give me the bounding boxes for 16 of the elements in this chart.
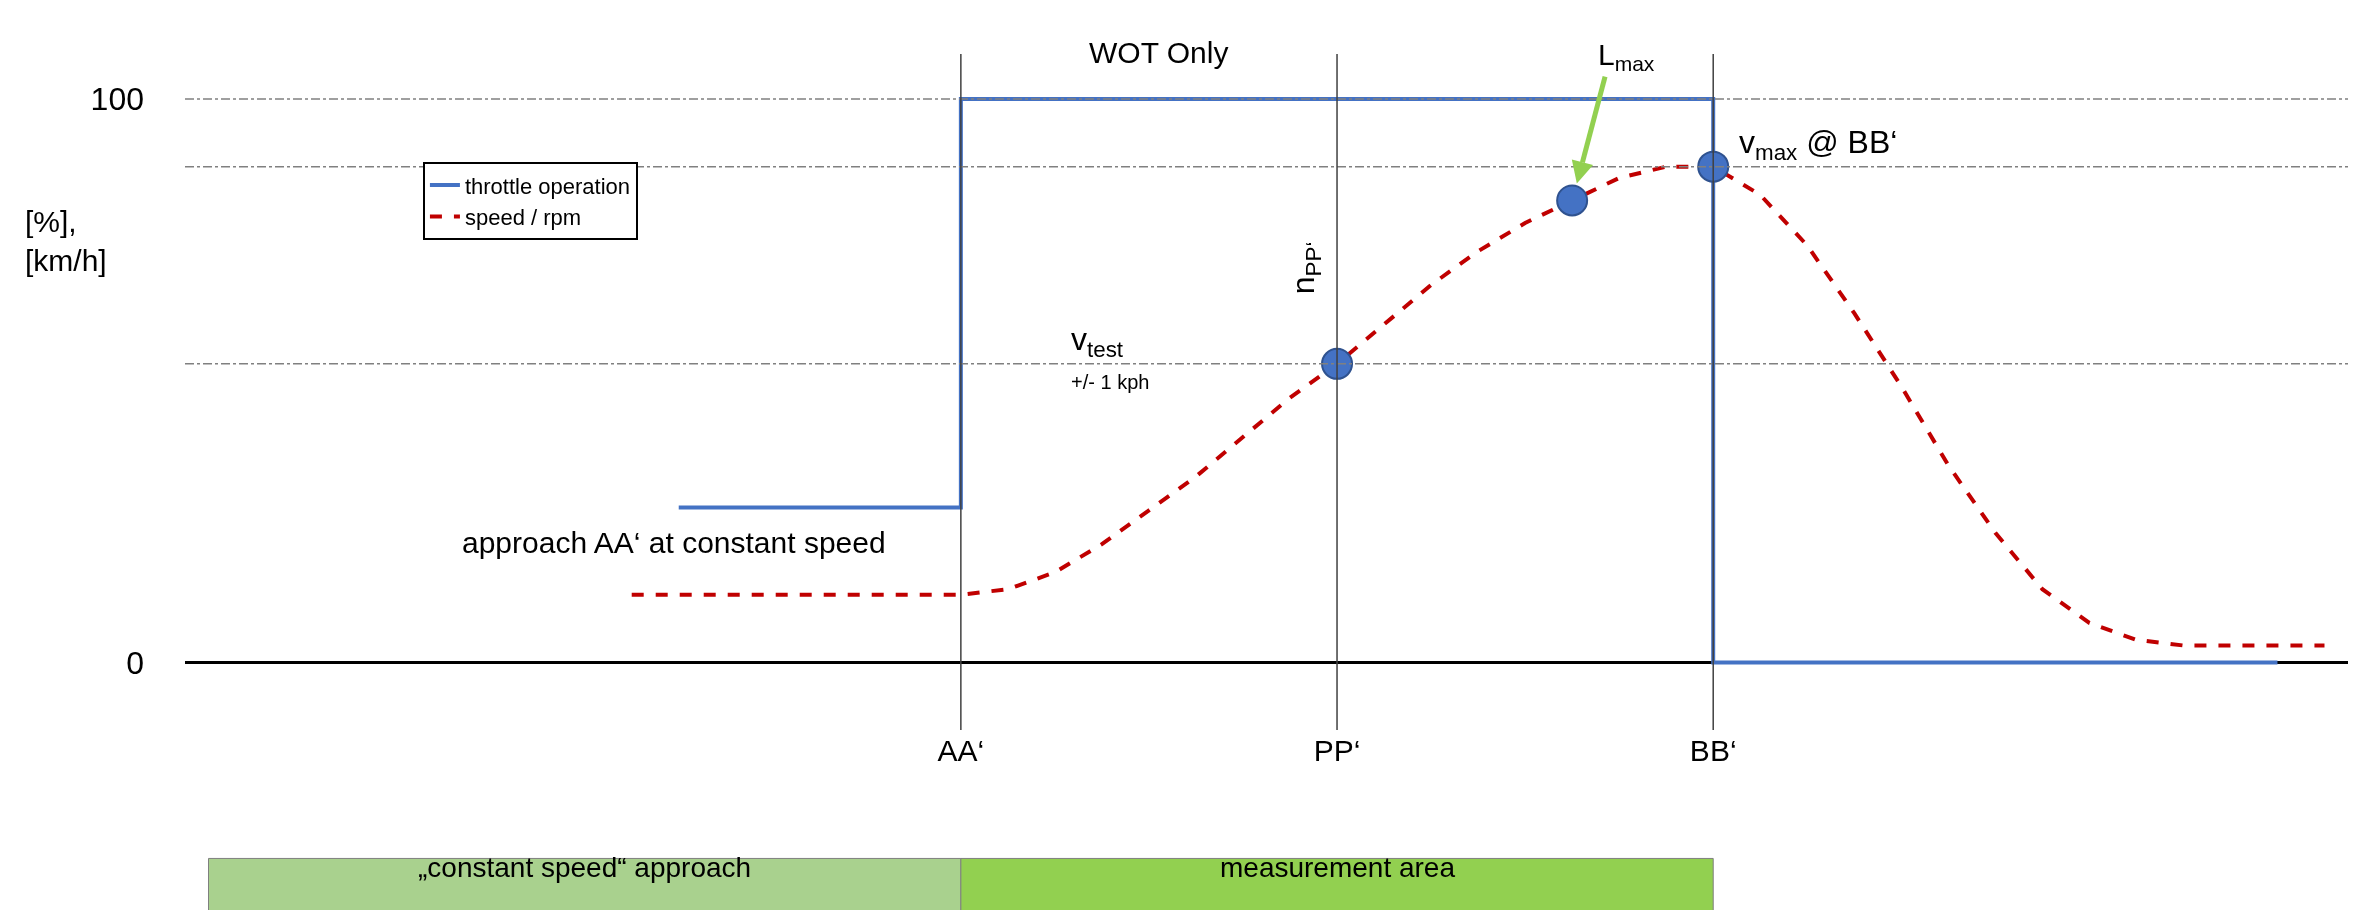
ref-line-label: v$_{max}$ @ BB‘ bbox=[1739, 124, 1898, 165]
y-axis-title: [%], [km/h] bbox=[25, 205, 107, 277]
legend-label: throttle operation bbox=[464, 173, 631, 199]
annotation: WOT Only bbox=[1089, 36, 1229, 69]
annotation: +/- 1 kph bbox=[1071, 371, 1150, 393]
x-tick-label: AA‘ bbox=[937, 734, 985, 767]
text: measurement area bbox=[1220, 852, 1456, 883]
text: „constant speed“ approach bbox=[418, 852, 752, 883]
x-tick-label: BB‘ bbox=[1689, 734, 1737, 767]
legend-label: speed / rpm bbox=[464, 205, 582, 231]
ref-line-label: v$_{test}$ bbox=[1071, 321, 1124, 362]
annotation: L$_{max}$ bbox=[1598, 38, 1655, 76]
y-tick-label: 0 bbox=[126, 644, 144, 681]
y-tick-label: 100 bbox=[90, 81, 144, 118]
x-tick-label: PP‘ bbox=[1313, 734, 1361, 767]
annotation: approach AA‘ at constant speed bbox=[462, 526, 886, 559]
